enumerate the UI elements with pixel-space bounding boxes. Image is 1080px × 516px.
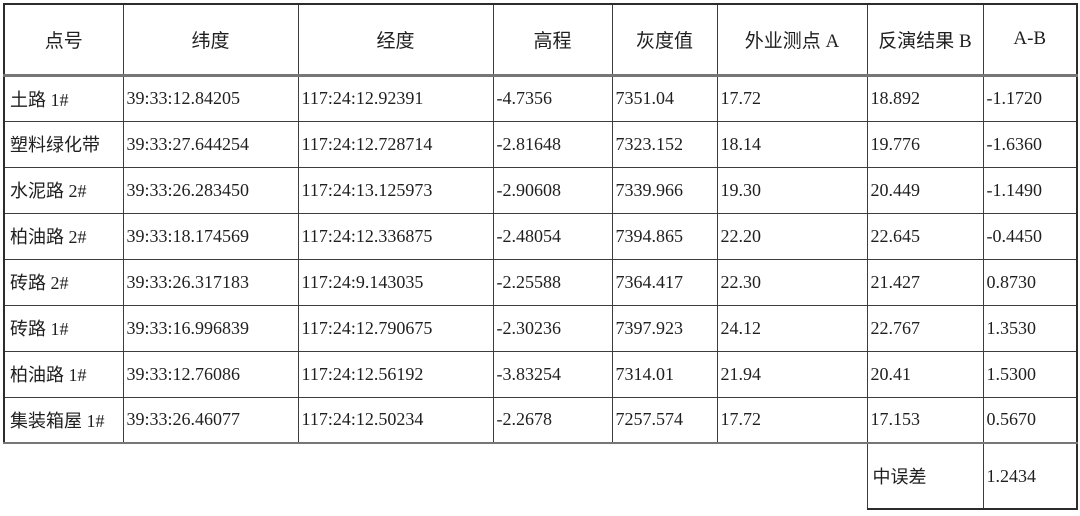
table-cell: 39:33:26.283450 — [122, 166, 299, 214]
column-header: 外业测点 A — [716, 3, 868, 77]
table-cell: 22.30 — [716, 258, 868, 306]
table-cell: 18.14 — [716, 120, 868, 168]
summary-value: 1.2434 — [982, 442, 1078, 510]
table-cell: 18.892 — [866, 74, 984, 122]
table-cell: 21.94 — [716, 350, 868, 398]
column-header: 高程 — [492, 3, 613, 77]
table-row: 塑料绿化带 39:33:27.644254 117:24:12.728714 -2.8… — [3, 120, 1078, 168]
table-cell: 7397.923 — [611, 304, 718, 352]
table-row: 砖路 2# 39:33:26.317183 117:24:9.143035 -2.25… — [3, 258, 1078, 306]
table-cell: 117:24:12.50234 — [297, 396, 494, 444]
table-cell: 117:24:12.336875 — [297, 212, 494, 260]
table-cell: 1.5300 — [982, 350, 1078, 398]
table-cell: -1.1490 — [982, 166, 1078, 214]
table-cell: 7351.04 — [611, 74, 718, 122]
table-cell: 7364.417 — [611, 258, 718, 306]
table-cell: -2.25588 — [492, 258, 613, 306]
summary-label: 中误差 — [866, 442, 984, 510]
table-row: 集装箱屋 1# 39:33:26.46077 117:24:12.50234 -2.2… — [3, 396, 1078, 444]
table-cell: 117:24:13.125973 — [297, 166, 494, 214]
table-cell: 水泥路 2# — [3, 166, 124, 214]
table-cell: 39:33:27.644254 — [122, 120, 299, 168]
column-header: 灰度值 — [611, 3, 718, 77]
table-cell: 39:33:26.317183 — [122, 258, 299, 306]
header-row: 点号 纬度 经度 高程 灰度值 外业测点 A 反演结果 B A-B — [3, 3, 1078, 77]
table-cell: 117:24:12.790675 — [297, 304, 494, 352]
table-cell: 39:33:16.996839 — [122, 304, 299, 352]
column-header: A-B — [982, 3, 1078, 77]
table-cell: 19.30 — [716, 166, 868, 214]
table-cell: 39:33:18.174569 — [122, 212, 299, 260]
table-cell: 117:24:9.143035 — [297, 258, 494, 306]
table-cell: 24.12 — [716, 304, 868, 352]
table-cell: 22.767 — [866, 304, 984, 352]
table-cell: 7339.966 — [611, 166, 718, 214]
table-cell: -2.48054 — [492, 212, 613, 260]
table-cell: 20.449 — [866, 166, 984, 214]
table-cell: 柏油路 2# — [3, 212, 124, 260]
table-cell: 0.5670 — [982, 396, 1078, 444]
table-cell: 7257.574 — [611, 396, 718, 444]
table-cell: 117:24:12.728714 — [297, 120, 494, 168]
table-cell: -1.1720 — [982, 74, 1078, 122]
table-cell: 39:33:12.76086 — [122, 350, 299, 398]
table-cell: 17.153 — [866, 396, 984, 444]
column-header: 点号 — [3, 3, 124, 77]
table-cell: 22.20 — [716, 212, 868, 260]
table-cell: 塑料绿化带 — [3, 120, 124, 168]
table-cell: -2.90608 — [492, 166, 613, 214]
table-cell: 1.3530 — [982, 304, 1078, 352]
table-row: 柏油路 2# 39:33:18.174569 117:24:12.336875 -2.… — [3, 212, 1078, 260]
table-cell: 17.72 — [716, 74, 868, 122]
table-cell: -4.7356 — [492, 74, 613, 122]
table-row: 柏油路 1# 39:33:12.76086 117:24:12.56192 -3.83… — [3, 350, 1078, 398]
table-cell: -0.4450 — [982, 212, 1078, 260]
table-cell: -3.83254 — [492, 350, 613, 398]
summary-row: 中误差 1.2434 — [4, 442, 1078, 510]
table-cell: 117:24:12.56192 — [297, 350, 494, 398]
column-header: 反演结果 B — [866, 3, 984, 77]
table-cell: -2.2678 — [492, 396, 613, 444]
table-cell: 7314.01 — [611, 350, 718, 398]
table-cell: 柏油路 1# — [3, 350, 124, 398]
table-cell: 7394.865 — [611, 212, 718, 260]
column-header: 纬度 — [122, 3, 299, 77]
table-cell: -2.30236 — [492, 304, 613, 352]
table-cell: 21.427 — [866, 258, 984, 306]
table-cell: 117:24:12.92391 — [297, 74, 494, 122]
table-cell: -1.6360 — [982, 120, 1078, 168]
summary-spacer — [4, 443, 867, 509]
table-row: 土路 1# 39:33:12.84205 117:24:12.92391 -4.735… — [3, 74, 1078, 122]
table-cell: 砖路 2# — [3, 258, 124, 306]
table-cell: 砖路 1# — [3, 304, 124, 352]
table-cell: 22.645 — [866, 212, 984, 260]
table-cell: 17.72 — [716, 396, 868, 444]
table-cell: -2.81648 — [492, 120, 613, 168]
table-cell: 39:33:26.46077 — [122, 396, 299, 444]
table-row: 水泥路 2# 39:33:26.283450 117:24:13.125973 -2.… — [3, 166, 1078, 214]
table-cell: 0.8730 — [982, 258, 1078, 306]
table-cell: 土路 1# — [3, 74, 124, 122]
table-cell: 集装箱屋 1# — [3, 396, 124, 444]
table-cell: 7323.152 — [611, 120, 718, 168]
column-header: 经度 — [297, 3, 494, 77]
survey-data-table: 点号 纬度 经度 高程 灰度值 外业测点 A 反演结果 B A-B 土路 1# 39:33:12… — [3, 3, 1078, 510]
table-row: 砖路 1# 39:33:16.996839 117:24:12.790675 -2.3… — [3, 304, 1078, 352]
table-cell: 39:33:12.84205 — [122, 74, 299, 122]
table-cell: 20.41 — [866, 350, 984, 398]
table-cell: 19.776 — [866, 120, 984, 168]
